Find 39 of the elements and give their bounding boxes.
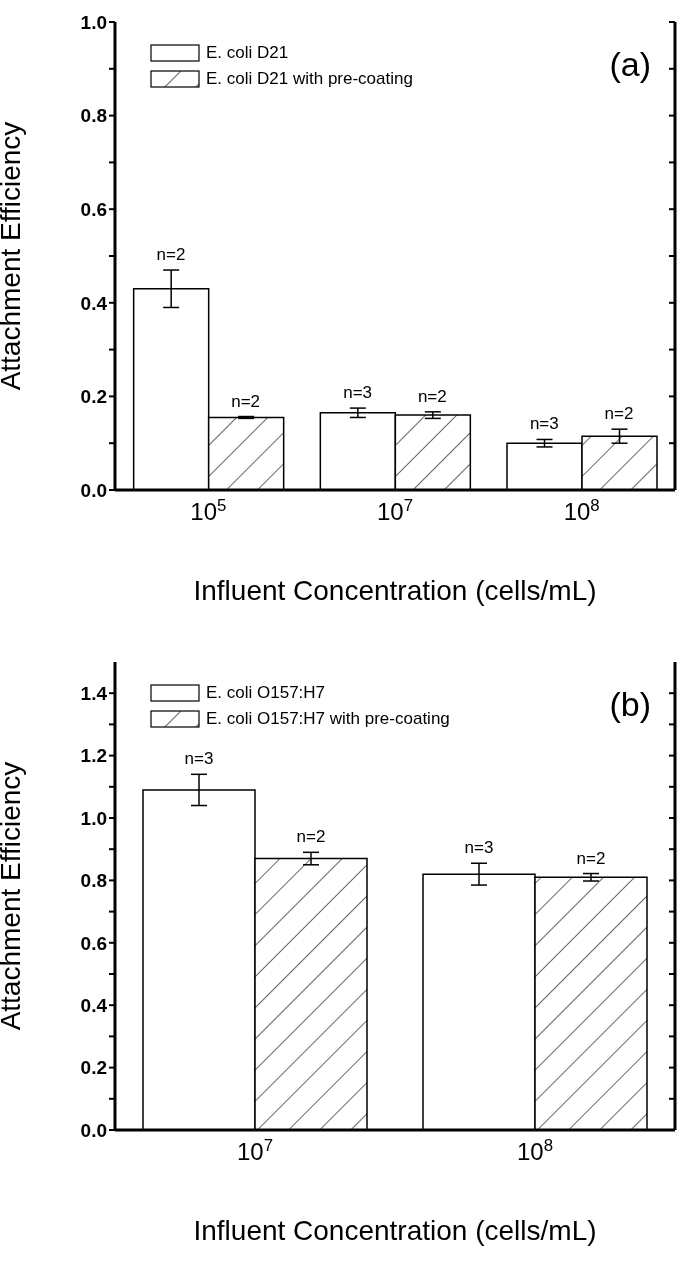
x-tick-label: 10$^{7}$ xyxy=(236,1135,274,1165)
annotation: n=2 xyxy=(417,386,447,406)
y-axis-title: Attachment Efficiency xyxy=(0,121,26,391)
y-tick-label: 0.6 xyxy=(80,932,107,954)
x-tick-label: 10$^{5}$ xyxy=(190,495,227,525)
y-tick-label: 1.4 xyxy=(80,682,108,704)
annotation: (a) xyxy=(609,45,651,84)
y-tick-label: 0.0 xyxy=(80,1119,107,1141)
y-tick-label: 0.4 xyxy=(80,994,108,1016)
y-tick-label: 1.0 xyxy=(80,11,107,33)
x-tick-label: 10$^{8}$ xyxy=(516,1135,554,1165)
legend-label: E. coli D21 with pre-coating xyxy=(206,68,413,90)
y-tick-label: 0.4 xyxy=(80,292,108,314)
annotation: n=2 xyxy=(231,391,261,411)
y-tick-label: 0.2 xyxy=(80,1057,107,1079)
y-axis-title: Attachment Efficiency xyxy=(0,761,26,1031)
annotation: n=2 xyxy=(576,848,606,868)
annotation: (b) xyxy=(609,685,651,724)
y-tick-label: 1.2 xyxy=(80,745,107,767)
annotation: n=2 xyxy=(156,245,186,265)
annotation: n=3 xyxy=(184,749,214,769)
annotation: n=3 xyxy=(529,414,559,434)
x-tick-label: 10$^{8}$ xyxy=(563,495,600,525)
y-tick-label: 0.8 xyxy=(80,870,107,892)
y-tick-label: 0.2 xyxy=(80,386,107,408)
y-tick-label: 1.0 xyxy=(80,807,107,829)
x-axis-title: Influent Concentration (cells/mL) xyxy=(193,1215,597,1246)
annotation: n=3 xyxy=(343,383,373,403)
y-tick-label: 0.8 xyxy=(80,105,107,127)
annotation: n=3 xyxy=(464,838,494,858)
y-tick-label: 0.6 xyxy=(80,198,107,220)
x-axis-title: Influent Concentration (cells/mL) xyxy=(193,575,597,606)
legend-label: E. coli O157:H7 with pre-coating xyxy=(206,708,450,730)
legend-label: E. coli D21 xyxy=(206,42,289,64)
legend-label: E. coli O157:H7 xyxy=(206,682,326,704)
annotation: n=2 xyxy=(604,404,634,424)
y-tick-label: 0.0 xyxy=(80,479,107,501)
x-tick-label: 10$^{7}$ xyxy=(376,495,414,525)
annotation: n=2 xyxy=(296,827,326,847)
